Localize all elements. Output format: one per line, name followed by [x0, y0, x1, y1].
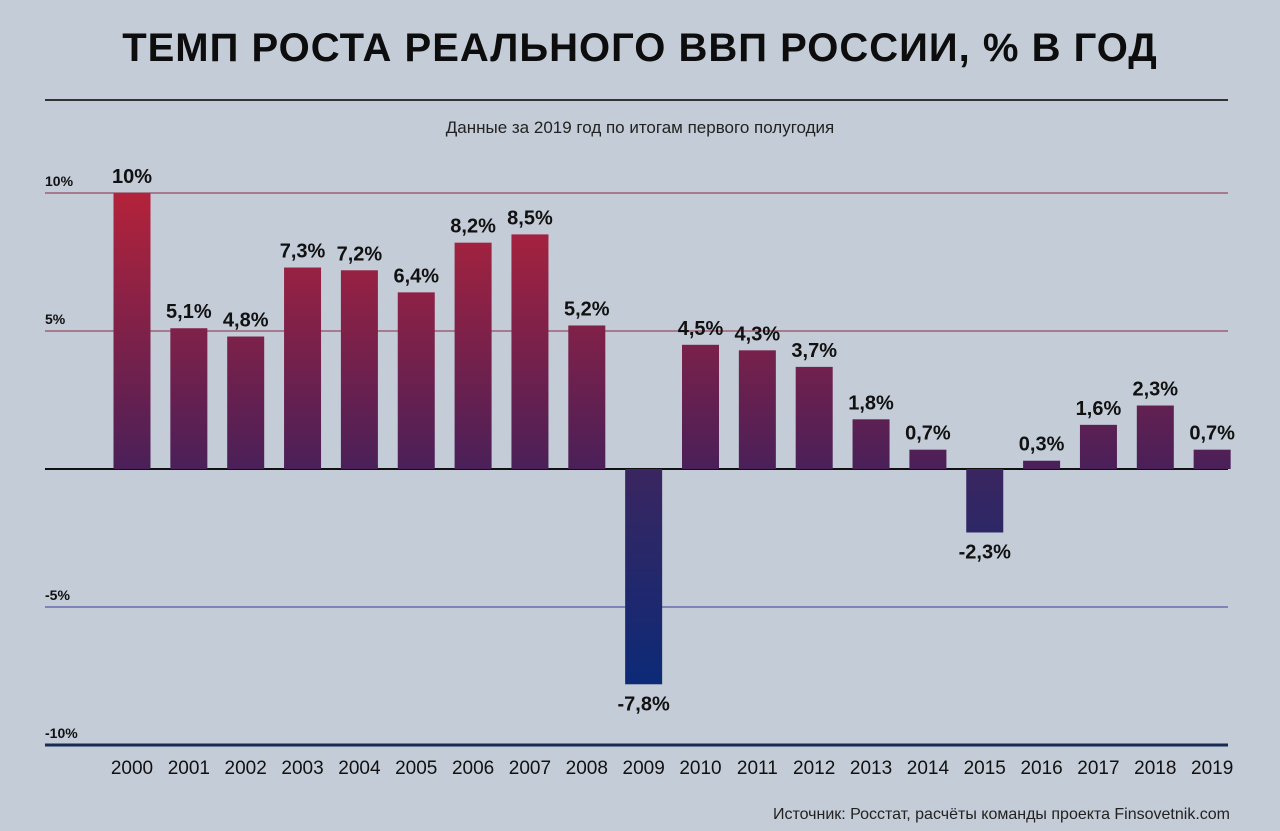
y-tick-label: 5% — [45, 311, 66, 327]
bar — [511, 234, 549, 469]
bar — [852, 419, 890, 469]
data-label: 10% — [112, 166, 152, 188]
data-label: 1,6% — [1076, 398, 1122, 420]
x-tick-label: 2018 — [1134, 758, 1176, 779]
bar — [1079, 424, 1117, 469]
x-tick-label: 2010 — [679, 758, 721, 779]
bar — [625, 469, 663, 685]
x-tick-label: 2016 — [1020, 758, 1062, 779]
y-tick-label: -5% — [45, 587, 70, 603]
y-tick-label: 10% — [45, 173, 74, 189]
data-label: 1,8% — [848, 392, 894, 414]
x-tick-label: 2015 — [964, 758, 1006, 779]
chart-source: Источник: Росстат, расчёты команды проек… — [772, 806, 1230, 823]
x-tick-label: 2006 — [452, 758, 494, 779]
x-tick-label: 2004 — [338, 758, 381, 779]
bar — [568, 325, 606, 469]
data-label: 6,4% — [393, 265, 439, 287]
x-tick-label: 2000 — [111, 758, 153, 779]
data-label: 0,7% — [905, 423, 951, 445]
bar — [682, 344, 719, 469]
bar — [966, 469, 1004, 533]
x-tick-label: 2002 — [225, 758, 267, 779]
bar — [909, 449, 947, 469]
x-tick-label: 2008 — [566, 758, 608, 779]
x-tick-label: 2007 — [509, 758, 551, 779]
data-label: 7,3% — [280, 241, 326, 263]
chart-title: ТЕМП РОСТА РЕАЛЬНОГО ВВП РОССИИ, % В ГОД — [122, 26, 1158, 70]
bar — [284, 267, 322, 469]
bar — [397, 292, 435, 469]
title-divider — [45, 99, 1228, 101]
x-tick-label: 2001 — [168, 758, 210, 779]
data-label: 3,7% — [791, 340, 837, 362]
bar-layer — [113, 193, 1231, 685]
data-label: -2,3% — [959, 541, 1011, 563]
data-label: 0,3% — [1019, 434, 1065, 456]
x-tick-label: 2003 — [281, 758, 323, 779]
data-label: 8,2% — [450, 216, 496, 238]
data-label: 0,7% — [1189, 423, 1235, 445]
y-tick-label: -10% — [45, 725, 78, 741]
x-tick-label: 2005 — [395, 758, 437, 779]
x-tick-label: 2011 — [737, 758, 778, 779]
bar — [227, 336, 265, 469]
data-label: 4,8% — [223, 310, 269, 332]
data-label: 5,1% — [166, 301, 212, 323]
data-label: 4,3% — [735, 323, 781, 345]
bar — [795, 366, 833, 469]
bar — [340, 270, 378, 469]
x-tick-label: 2014 — [907, 758, 950, 779]
data-label: 7,2% — [337, 243, 383, 265]
bar — [113, 193, 151, 469]
data-label: 2,3% — [1133, 379, 1179, 401]
bar — [170, 328, 208, 469]
bar — [1023, 460, 1061, 469]
bar — [738, 350, 776, 469]
bar — [1136, 405, 1174, 469]
x-tick-label: 2009 — [623, 758, 665, 779]
data-label: 8,5% — [507, 207, 553, 229]
x-tick-label: 2019 — [1191, 758, 1233, 779]
data-label: 5,2% — [564, 298, 610, 320]
data-label: -7,8% — [618, 693, 670, 715]
label-layer: 10% 5% -5% -10% 10% 2000 5,1% 2001 4,8% 2002 7,3% 2… — [45, 166, 1235, 779]
x-tick-label: 2013 — [850, 758, 892, 779]
chart-subtitle: Данные за 2019 год по итогам первого пол… — [445, 118, 835, 137]
x-tick-label: 2017 — [1077, 758, 1119, 779]
bar — [454, 242, 492, 469]
data-label: 4,5% — [678, 318, 724, 340]
bar — [1193, 449, 1231, 469]
x-tick-label: 2012 — [793, 758, 835, 779]
